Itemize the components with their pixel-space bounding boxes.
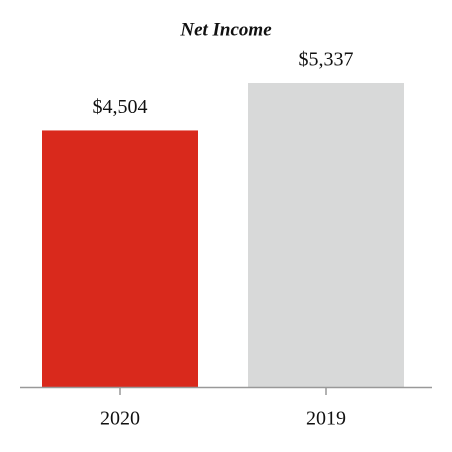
x-tick-label: 2019	[306, 408, 346, 430]
chart-title: Net Income	[179, 19, 272, 40]
value-label: $5,337	[299, 49, 354, 71]
bar	[248, 83, 404, 387]
value-label: $4,504	[93, 96, 148, 118]
x-tick-label: 2020	[100, 408, 140, 430]
bar	[42, 130, 198, 388]
